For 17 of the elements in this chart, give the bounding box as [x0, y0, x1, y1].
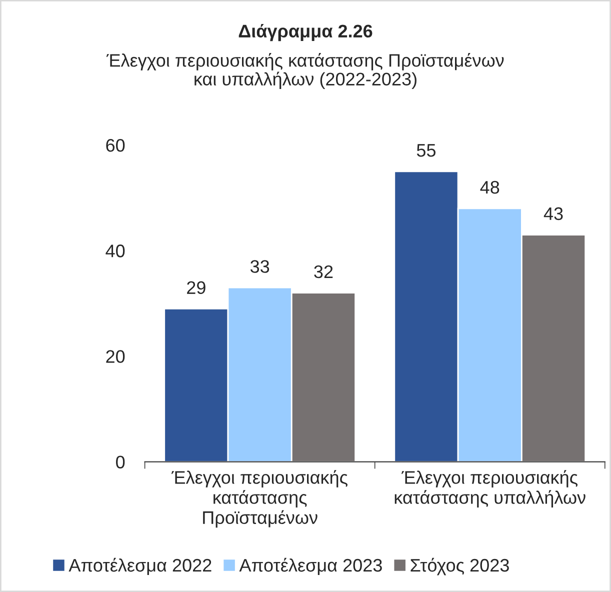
data-label: 43: [544, 207, 563, 220]
data-label: 33: [250, 260, 270, 273]
legend-label: Αποτέλεσμα 2023: [239, 558, 382, 575]
legend-label: Αποτέλεσμα 2022: [68, 558, 212, 575]
data-label: 55: [416, 144, 436, 157]
legend-label: Στόχος 2023: [410, 558, 509, 576]
x-tick-label: Έλεγχοι περιουσιακής κατάστασης Προϊσταμένων: [172, 470, 348, 528]
data-label: 48: [480, 180, 500, 194]
y-tick-label: 20: [106, 350, 125, 363]
y-tick-label: 40: [106, 244, 125, 258]
x-tick-label: Έλεγχοι περιουσιακής κατάστασης υπαλλήλων: [394, 470, 586, 508]
data-label: 32: [314, 265, 333, 278]
data-label: 29: [187, 281, 206, 294]
y-tick-label: 60: [106, 138, 125, 152]
chart-subtitle: Έλεγχοι περιουσιακής κατάστασης Προϊσταμένων και υπαλλήλων (2022-2023): [106, 53, 504, 90]
chart-title: Διάγραμμα 2.26: [238, 24, 372, 42]
y-tick-label: 0: [116, 456, 125, 468]
